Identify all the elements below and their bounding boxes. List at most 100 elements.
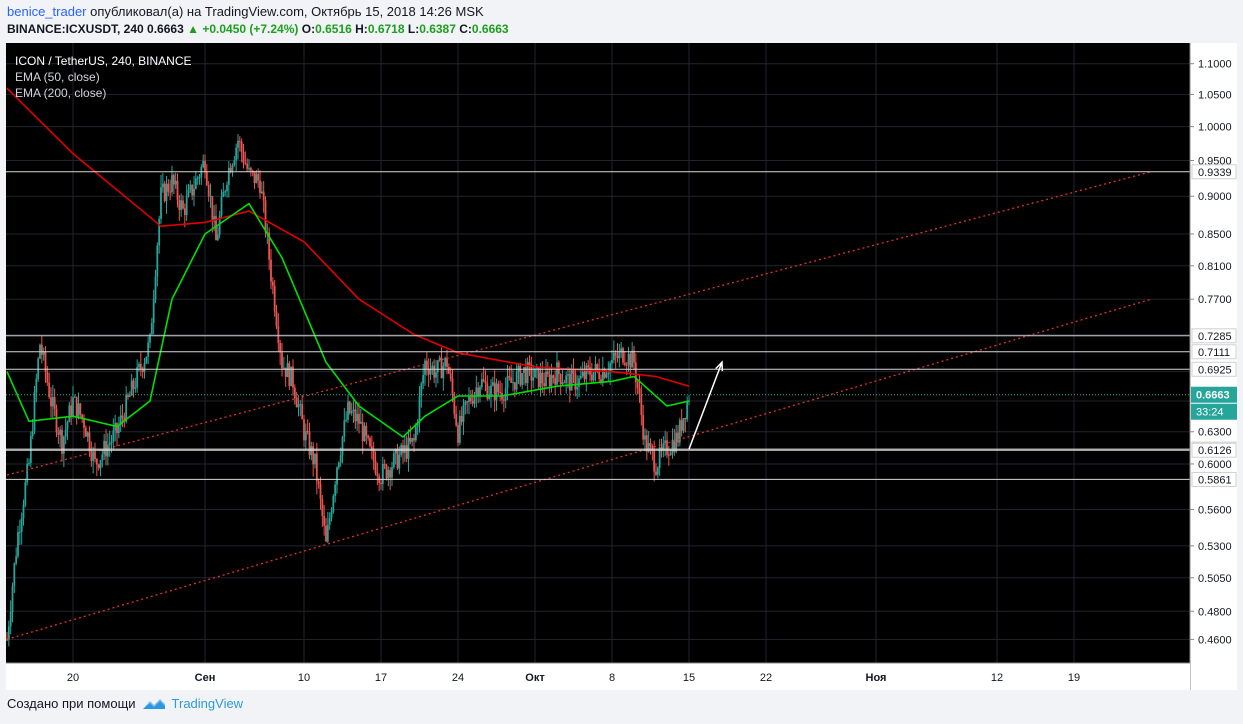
candle-body (398, 454, 401, 469)
x-tick-label: 22 (760, 672, 772, 684)
candle-body (253, 171, 256, 184)
candle-body (270, 259, 272, 282)
candle-body (70, 405, 73, 416)
candle-body (627, 353, 630, 366)
candle-body (286, 363, 289, 377)
candle-body (321, 498, 324, 516)
chart-svg[interactable]: 1.10001.05001.00000.95000.90000.85000.81… (6, 43, 1237, 690)
candle-body (13, 563, 16, 587)
candle-body (468, 396, 470, 403)
publish-text: опубликовал(а) на TradingView.com, Октяб… (90, 4, 484, 19)
candle-body (141, 368, 144, 372)
candle-body (462, 404, 465, 422)
last-price-tag-label: 0.6663 (1196, 390, 1230, 402)
candle-body (149, 334, 151, 343)
candle-body (684, 418, 687, 420)
candle-body (68, 405, 71, 423)
candle-body (95, 458, 98, 465)
candle-body (281, 352, 283, 369)
candle-body (46, 371, 49, 383)
candle-body (354, 409, 357, 422)
y-tick-label: 0.5300 (1198, 541, 1232, 553)
candle-body (598, 369, 601, 380)
candle-body (431, 365, 434, 370)
candle-body (636, 382, 639, 389)
candle-body (110, 441, 113, 444)
candle-body (279, 343, 282, 353)
candle-body (521, 373, 524, 385)
candle-body (642, 414, 645, 440)
candle-body (108, 443, 111, 445)
candle-body (616, 355, 619, 359)
tradingview-link[interactable]: TradingView (142, 696, 243, 711)
candle-body (255, 174, 258, 184)
candle-body (611, 360, 613, 364)
candle-body (539, 372, 542, 388)
candle-body (603, 369, 606, 378)
candle-body (275, 311, 278, 327)
candle-body (101, 454, 104, 461)
y-tick-label: 1.1000 (1198, 59, 1232, 71)
candle-body (213, 216, 216, 222)
candle-body (623, 362, 626, 365)
candle-body (609, 363, 612, 373)
candle-body (249, 168, 252, 171)
candle-body (64, 429, 67, 437)
candle-body (563, 382, 566, 384)
y-tick-label: 0.4800 (1198, 606, 1232, 618)
candle-body (556, 362, 558, 385)
candle-body (207, 184, 210, 197)
candle-body (235, 147, 238, 161)
candle-body (444, 357, 447, 367)
candle-body (189, 184, 192, 190)
candle-body (222, 192, 225, 198)
open-label: O: (301, 22, 316, 36)
y-tick-label: 0.4600 (1198, 634, 1232, 646)
candle-body (268, 232, 271, 260)
candle-body (9, 612, 12, 627)
candle-body (6, 639, 8, 641)
candle-body (614, 353, 617, 356)
candle-body (559, 374, 562, 385)
price-tag-box (1191, 361, 1237, 377)
candle-body (172, 175, 175, 185)
candle-body (530, 364, 533, 381)
x-tick-label: 10 (298, 672, 310, 684)
candle-body (466, 401, 469, 403)
candle-body (297, 404, 300, 408)
up-triangle-icon: ▲ (187, 22, 199, 36)
candle-body (103, 441, 106, 455)
candle-body (341, 436, 344, 456)
price-tag-label: 0.9339 (1198, 167, 1232, 179)
footer: Создано при помощи TradingView (7, 696, 243, 711)
candle-body (84, 427, 87, 437)
tradingview-logo-icon (142, 698, 165, 709)
price-change: +0.0450 (+7.24%) (202, 22, 299, 36)
candle-body (374, 460, 377, 474)
candle-body (11, 586, 14, 613)
candle-body (620, 348, 623, 352)
high-value: 0.6718 (367, 22, 405, 36)
candle-body (583, 371, 586, 380)
candle-body (220, 197, 223, 216)
candle-body (486, 383, 489, 399)
x-tick-label: 12 (991, 672, 1003, 684)
candle-body (31, 431, 34, 437)
candle-body (237, 140, 239, 148)
y-tick-label: 1.0000 (1198, 122, 1232, 134)
candle-body (150, 323, 153, 335)
candle-body (686, 401, 689, 420)
candle-body (72, 397, 74, 416)
candle-body (18, 531, 21, 533)
price-tag-label: 0.6925 (1198, 364, 1232, 376)
candle-body (28, 462, 30, 464)
author-link[interactable]: benice_trader (7, 4, 87, 19)
candle-body (116, 423, 118, 434)
y-tick-label: 0.7700 (1198, 294, 1232, 306)
candle-body (246, 163, 249, 169)
chart-area[interactable]: 1.1000 1.0500 1.0000 0.9500 0.9000 0.8500 0.81… (6, 43, 1237, 690)
candle-body (655, 471, 657, 475)
candle-body (572, 370, 575, 374)
open-value: 0.6516 (315, 22, 352, 36)
candle-body (304, 431, 307, 441)
